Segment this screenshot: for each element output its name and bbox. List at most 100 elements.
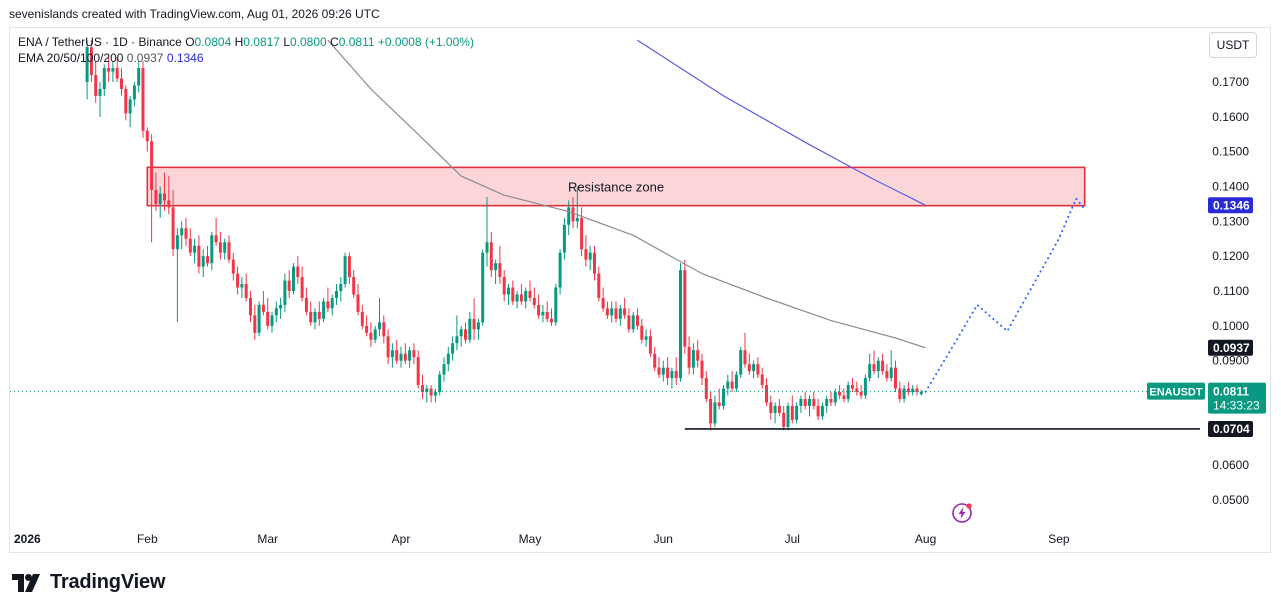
candle	[588, 245, 592, 271]
candle	[747, 353, 751, 375]
candle	[618, 304, 622, 326]
candle	[575, 186, 579, 229]
last-price-countdown: 14:33:23	[1213, 399, 1260, 413]
candle	[98, 82, 102, 117]
candle	[197, 235, 201, 274]
candle	[249, 291, 252, 323]
x-tick-label: 2026	[14, 532, 41, 546]
candle	[833, 388, 837, 406]
candle-body	[193, 245, 197, 253]
candle-body	[451, 343, 455, 354]
candle	[395, 339, 399, 365]
candle	[115, 57, 119, 82]
candle	[808, 395, 811, 417]
ema-label[interactable]: EMA 20/50/100/200	[18, 51, 124, 65]
candle	[163, 172, 166, 211]
candle	[408, 346, 412, 368]
candle	[343, 252, 347, 288]
candle	[167, 176, 171, 215]
candle	[201, 249, 205, 278]
candle-body	[115, 68, 119, 79]
candle	[472, 297, 476, 340]
candle-body	[236, 273, 240, 288]
candle-body	[399, 353, 403, 361]
candle-body	[851, 385, 854, 389]
candle-body	[373, 329, 377, 340]
candle	[158, 186, 162, 218]
plot-area: Resistance zone	[85, 39, 1086, 431]
candle-body	[657, 367, 661, 375]
candle-body	[446, 353, 450, 365]
candle	[356, 284, 360, 316]
candle	[261, 291, 265, 316]
candle	[541, 304, 545, 323]
candle	[734, 371, 738, 393]
candle	[124, 85, 128, 121]
candle	[257, 301, 261, 337]
candle-body	[111, 68, 115, 72]
symbol-name[interactable]: ENA / TetherUS · 1D · Binance	[18, 35, 182, 49]
candle	[876, 357, 880, 379]
open-label: O	[185, 35, 195, 49]
candle	[679, 263, 682, 382]
candle-body	[369, 332, 373, 340]
candle	[373, 325, 377, 344]
candle	[786, 402, 790, 431]
candle-body	[261, 304, 265, 312]
candle-body	[597, 273, 601, 298]
candle	[601, 287, 605, 312]
candle-body	[120, 78, 123, 89]
candle-body	[528, 291, 532, 298]
tradingview-brand[interactable]: TradingView	[12, 571, 165, 594]
candle	[730, 371, 734, 393]
candle-body	[614, 308, 618, 319]
low-label: L	[283, 35, 290, 49]
candle	[464, 322, 467, 344]
candle-body	[270, 315, 274, 326]
candle-body	[623, 308, 627, 316]
candle-body	[210, 235, 214, 264]
candle-body	[717, 402, 721, 406]
candle	[193, 238, 197, 264]
candle	[227, 235, 231, 264]
candle	[171, 189, 175, 257]
candle	[107, 57, 111, 82]
candle-body	[674, 371, 678, 379]
candle	[532, 287, 536, 309]
candle-body	[201, 256, 205, 267]
candle	[683, 259, 687, 354]
candle	[851, 378, 854, 393]
candle-body	[132, 85, 136, 100]
candle-body	[223, 242, 227, 253]
candle	[304, 287, 308, 316]
candle	[468, 311, 472, 344]
candle	[597, 266, 601, 302]
candle-body	[412, 350, 416, 358]
candle-body	[541, 311, 545, 316]
resistance-zone	[146, 166, 1086, 207]
close-value: 0.0811	[338, 35, 375, 49]
candle-body	[507, 287, 510, 295]
candle-body	[511, 287, 515, 302]
tradingview-logo-icon	[12, 573, 40, 592]
candle-body	[666, 367, 670, 379]
candle-body	[489, 242, 493, 271]
candle-body	[519, 294, 523, 302]
candle	[481, 249, 485, 326]
candle-body	[244, 284, 248, 298]
candle-body	[515, 294, 519, 302]
flash-icon[interactable]	[951, 502, 973, 524]
candle	[610, 301, 614, 323]
candle-body	[765, 385, 768, 403]
y-tick-label: 0.1400	[1212, 180, 1249, 194]
candle	[330, 294, 334, 316]
candle-body	[322, 301, 326, 319]
y-tick-label: 0.1500	[1212, 145, 1249, 159]
currency-button[interactable]: USDT	[1209, 32, 1257, 58]
candle-body	[795, 405, 799, 420]
candle-body	[799, 398, 803, 406]
candle	[369, 322, 373, 347]
candle-body	[545, 311, 549, 319]
candle-body	[167, 200, 171, 208]
